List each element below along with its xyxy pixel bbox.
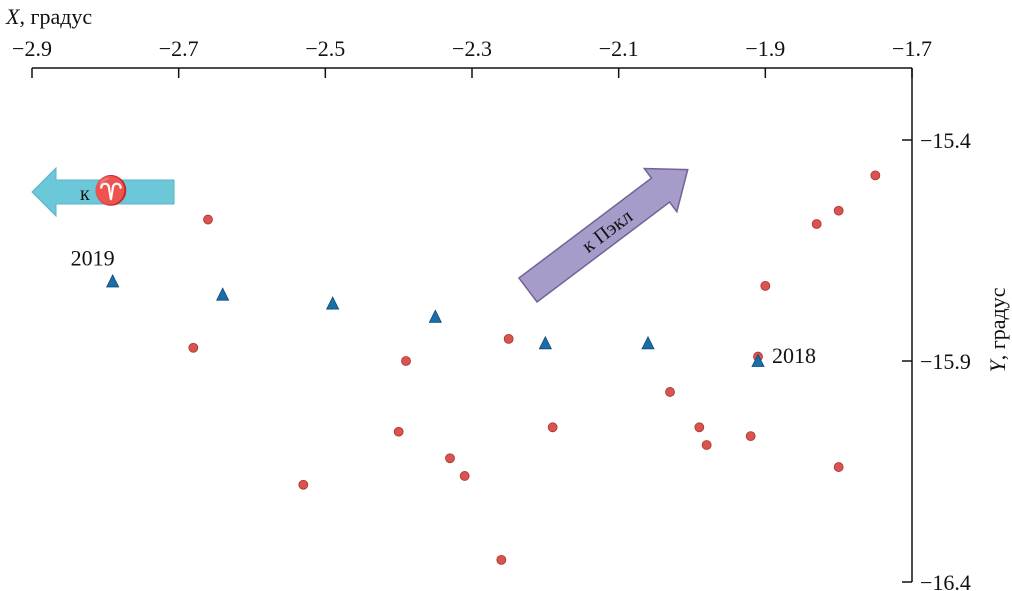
red-circle-point	[503, 333, 514, 344]
y-tick-label: −15.9	[920, 349, 971, 374]
red-circle-point	[188, 342, 199, 353]
aries-arrow-prefix: к	[80, 183, 90, 205]
red-circle-point	[459, 471, 470, 481]
blue-triangle-point	[216, 287, 230, 301]
y-axis-title-var: Y	[985, 358, 1010, 373]
year-annotation: 2019	[71, 245, 115, 270]
year-annotation: 2018	[772, 343, 816, 368]
red-circle-point	[401, 356, 411, 366]
y-axis-title-unit: , градус	[985, 287, 1010, 360]
x-tick-label: −1.7	[892, 36, 932, 61]
x-axis-title: X, градус	[5, 4, 92, 29]
x-axis-title-unit: , градус	[19, 4, 92, 29]
red-circle-point	[870, 170, 881, 181]
blue-triangle-point	[106, 274, 120, 288]
y-axis-title: Y, градус	[985, 287, 1010, 372]
ecliptic-pole-arrow: к Пэкл	[517, 167, 689, 304]
red-circle-point	[547, 422, 558, 433]
x-tick-label: −2.7	[159, 36, 199, 61]
y-tick-label: −16.4	[920, 570, 971, 591]
x-tick-label: −2.5	[305, 36, 345, 61]
red-circle-point	[496, 555, 507, 565]
x-ticks: −2.9 −2.7 −2.5 −2.3 −2.1 −1.9 −1.7	[12, 36, 932, 78]
points-layer	[106, 170, 881, 565]
red-circle-point	[811, 219, 822, 229]
red-circle-point	[701, 440, 712, 450]
x-tick-label: −1.9	[745, 36, 785, 61]
y-tick-label: −15.4	[920, 128, 971, 153]
red-circle-point	[298, 479, 309, 490]
red-circle-point	[760, 280, 771, 291]
blue-triangle-point	[326, 296, 340, 310]
red-circle-point	[745, 431, 756, 442]
annotations-layer: 2019 2018	[71, 245, 816, 368]
x-tick-label: −2.1	[599, 36, 639, 61]
red-circle-point	[833, 205, 844, 216]
red-circle-point	[203, 214, 213, 225]
aries-arrow-shape	[31, 166, 175, 218]
y-ticks: −15.4 −15.9 −16.4	[902, 128, 971, 591]
red-circle-point	[665, 387, 675, 397]
x-axis-title-var: X	[5, 4, 21, 29]
blue-triangle-point	[538, 335, 552, 350]
aries-symbol-icon: ♈	[94, 174, 129, 207]
x-tick-label: −2.3	[452, 36, 492, 61]
blue-triangle-point	[641, 335, 655, 350]
red-circle-point	[694, 422, 705, 433]
aries-direction-arrow: к ♈	[31, 166, 175, 218]
blue-triangle-point	[428, 309, 442, 323]
aries-arrow-label: к ♈	[80, 174, 129, 207]
red-circle-point	[393, 426, 404, 437]
blue-triangle-point	[751, 353, 765, 367]
x-tick-label: −2.9	[12, 36, 52, 61]
red-circle-point	[445, 453, 455, 464]
ecliptic-pole-arrow-shape	[517, 167, 689, 304]
red-circle-point	[833, 462, 844, 472]
